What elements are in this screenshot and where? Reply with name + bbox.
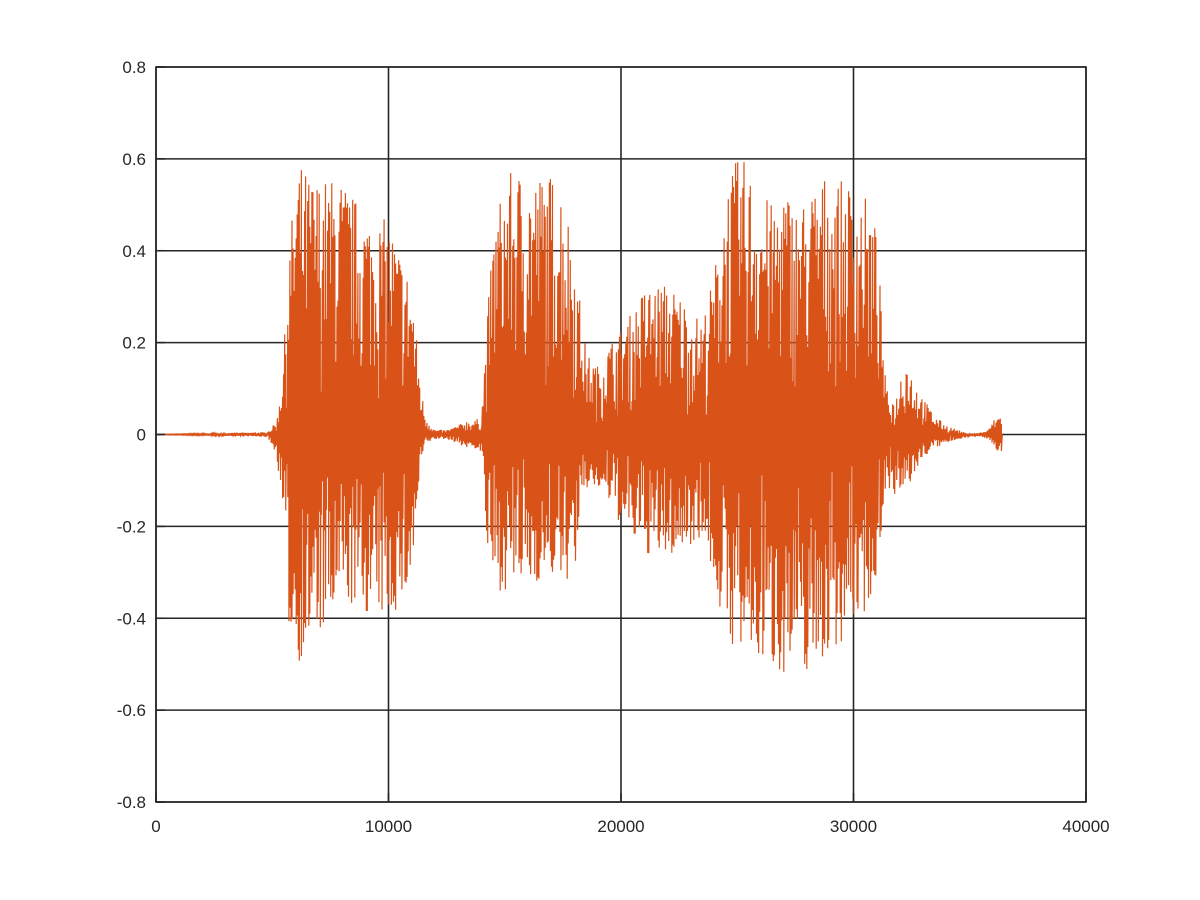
y-tick-label-3: -0.2 — [117, 517, 146, 536]
x-tick-label-1: 10000 — [365, 817, 412, 836]
plot-area — [156, 162, 1003, 672]
x-tick-label-3: 30000 — [830, 817, 877, 836]
y-tick-label-8: 0.8 — [122, 58, 146, 77]
y-tick-label-1: -0.6 — [117, 701, 146, 720]
y-tick-label-7: 0.6 — [122, 150, 146, 169]
y-tick-label-6: 0.4 — [122, 242, 146, 261]
waveform-series-line — [156, 162, 1003, 672]
x-axis-ticks: 0 10000 20000 30000 40000 — [151, 793, 1110, 836]
y-tick-label-5: 0.2 — [122, 334, 146, 353]
x-tick-label-0: 0 — [151, 817, 160, 836]
x-tick-label-2: 20000 — [597, 817, 644, 836]
y-tick-label-0: -0.8 — [117, 793, 146, 812]
x-tick-label-4: 40000 — [1062, 817, 1109, 836]
y-tick-label-4: 0 — [137, 426, 146, 445]
y-tick-label-2: -0.4 — [117, 609, 146, 628]
y-axis-ticks: -0.8 -0.6 -0.4 -0.2 0 0.2 0.4 0.6 0.8 — [117, 58, 165, 812]
